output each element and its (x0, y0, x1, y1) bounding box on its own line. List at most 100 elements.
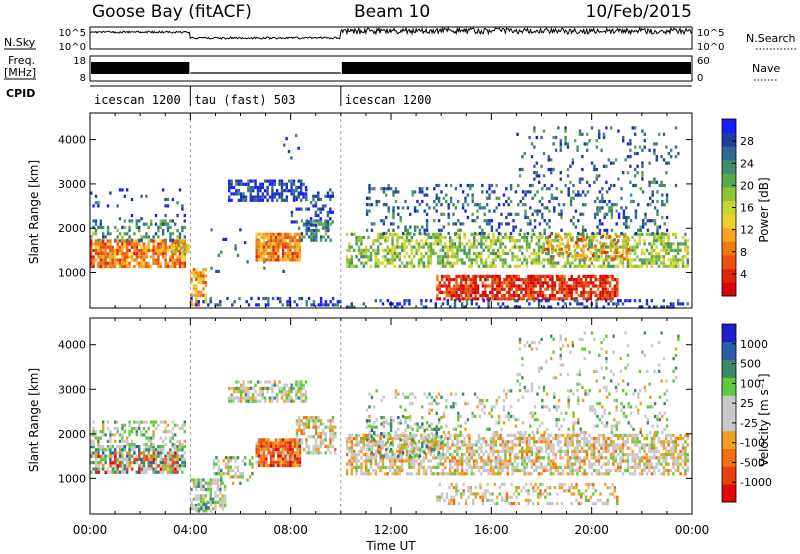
range-cell (273, 380, 276, 384)
range-cell (434, 232, 437, 236)
range-cell (485, 264, 488, 268)
colorbar-swatch (722, 187, 736, 202)
range-cell (159, 239, 162, 243)
range-cell (544, 274, 547, 278)
range-cell (439, 258, 442, 262)
range-cell (482, 235, 485, 240)
range-cell (440, 278, 444, 282)
range-cell (355, 264, 358, 268)
range-cell (197, 507, 200, 511)
range-cell (249, 198, 252, 202)
range-cell (114, 264, 117, 269)
range-cell (393, 232, 397, 236)
range-cell (277, 463, 280, 468)
range-cell (524, 190, 527, 194)
range-cell (232, 475, 235, 479)
range-cell (585, 264, 589, 268)
range-cell (116, 248, 119, 253)
range-cell (138, 242, 141, 246)
range-cell (497, 251, 500, 256)
range-cell (329, 451, 332, 455)
range-cell (596, 284, 600, 288)
range-cell (360, 248, 363, 252)
range-cell (264, 380, 267, 384)
range-cell (609, 242, 613, 246)
range-cell (510, 281, 513, 285)
range-cell (551, 287, 554, 291)
range-cell (212, 465, 216, 469)
range-cell (278, 179, 281, 183)
range-cell (626, 242, 629, 246)
range-cell (157, 242, 160, 246)
range-cell (300, 438, 303, 442)
range-cell (558, 287, 561, 291)
range-cell (585, 305, 589, 309)
range-cell (610, 212, 614, 216)
range-cell (417, 456, 421, 460)
range-cell (393, 462, 397, 466)
range-cell (445, 284, 449, 288)
range-cell (197, 277, 200, 281)
colorbar-tick-label: 4 (740, 268, 747, 281)
range-cell (130, 252, 134, 256)
range-cell (285, 393, 288, 397)
range-cell (178, 252, 182, 256)
range-cell (643, 139, 646, 143)
range-cell (99, 222, 102, 226)
range-cell (92, 430, 95, 434)
range-cell (348, 242, 351, 246)
range-cell (277, 438, 280, 442)
range-cell (121, 252, 124, 256)
range-cell (123, 252, 126, 256)
range-cell (135, 242, 138, 246)
range-cell (135, 433, 138, 437)
range-cell (598, 219, 602, 223)
range-cell (625, 225, 628, 229)
colorbar-swatch (722, 241, 736, 256)
range-cell (267, 232, 270, 236)
range-cell (174, 470, 177, 474)
range-cell (643, 258, 646, 262)
range-cell (171, 445, 174, 449)
range-cell (638, 242, 641, 246)
range-cell (404, 199, 407, 204)
range-cell (345, 255, 349, 259)
range-cell (393, 456, 397, 460)
range-cell (315, 232, 318, 236)
range-cell (499, 472, 502, 476)
range-cell (568, 290, 571, 294)
range-cell (634, 151, 637, 156)
range-cell (147, 464, 150, 468)
range-cell (582, 281, 585, 285)
range-cell (286, 303, 289, 307)
range-cell (461, 242, 464, 246)
range-cell (564, 235, 567, 240)
range-cell (234, 456, 237, 460)
range-cell (150, 255, 153, 259)
range-cell (334, 451, 337, 455)
range-cell (374, 258, 377, 262)
range-cell (527, 274, 530, 278)
range-cell (480, 437, 483, 441)
range-cell (237, 380, 240, 384)
range-cell (171, 258, 174, 262)
range-cell (446, 446, 449, 450)
range-cell (449, 446, 452, 450)
range-cell (667, 239, 670, 243)
range-cell (219, 300, 222, 304)
range-cell (422, 245, 425, 249)
range-cell (636, 242, 639, 246)
range-cell (608, 294, 612, 298)
range-cell (94, 239, 98, 243)
range-cell (92, 248, 95, 253)
range-cell (265, 248, 268, 252)
range-cell (365, 462, 368, 466)
range-cell (570, 238, 573, 242)
range-cell (443, 274, 446, 278)
range-cell (368, 183, 371, 188)
range-cell (265, 251, 268, 256)
range-cell (485, 203, 489, 207)
range-cell (109, 461, 112, 465)
range-cell (460, 287, 463, 291)
range-cell (389, 465, 392, 469)
